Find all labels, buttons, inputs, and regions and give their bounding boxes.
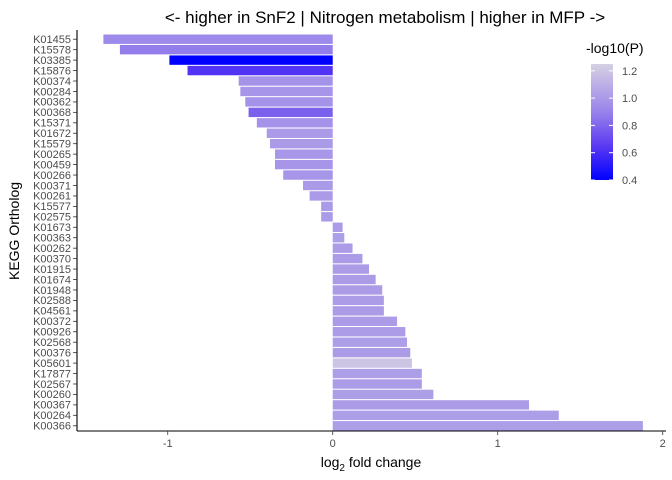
bar-K01948	[332, 285, 383, 295]
y-tick-label: K15577	[33, 201, 71, 213]
bar-K03385	[169, 55, 333, 65]
y-tick-label: K00370	[33, 253, 71, 265]
y-tick-label: K01674	[33, 274, 71, 286]
bar-K05601	[332, 358, 412, 368]
y-tick-label: K02575	[33, 212, 71, 224]
bar-K00926	[332, 327, 406, 337]
y-tick-label: K01948	[33, 285, 71, 297]
y-tick-label: K00926	[33, 327, 71, 339]
legend: -log10(P) 0.4 0.6 0.8 1.0 1.2	[586, 40, 644, 187]
legend-tick-label: 1.0	[622, 93, 637, 105]
y-tick-label: K00284	[33, 86, 71, 98]
chart-title: <- higher in SnF2 | Nitrogen metabolism …	[165, 8, 605, 27]
y-tick-label: K00368	[33, 107, 71, 119]
bar-K00371	[303, 180, 333, 191]
bar-K01672	[266, 128, 333, 138]
x-axis: -1 0 1 2	[77, 430, 666, 450]
y-tick-label: K00362	[33, 97, 71, 109]
x-tick-label: 1	[495, 438, 501, 450]
bar-K00260	[332, 389, 434, 400]
legend-colorbar	[591, 64, 613, 180]
bar-K00366	[332, 421, 643, 431]
y-tick-label: K00265	[33, 149, 71, 161]
bar-K02575	[321, 212, 333, 222]
bar-K00264	[332, 410, 559, 421]
bar-K15876	[187, 65, 333, 76]
y-tick-label: K02568	[33, 337, 71, 349]
y-tick-label: K00376	[33, 347, 71, 359]
y-tick-label: K00372	[33, 316, 71, 328]
bar-K00459	[274, 159, 333, 170]
y-tick-label: K00363	[33, 233, 71, 245]
x-axis-title: log2 fold change	[321, 454, 422, 474]
x-tick-label: 2	[660, 438, 666, 450]
bar-K00262	[332, 243, 353, 253]
y-tick-label: K17877	[33, 368, 71, 380]
y-tick-label: K02588	[33, 295, 71, 307]
bar-K15579	[270, 138, 333, 149]
legend-title: -log10(P)	[586, 40, 644, 56]
bar-K01915	[332, 264, 370, 274]
bars-group	[103, 34, 643, 431]
y-tick-labels: K01455K15578K03385K15876K00374K00284K003…	[33, 34, 77, 433]
y-tick-label: K00261	[33, 191, 71, 203]
y-tick-label: K04561	[33, 306, 71, 318]
y-tick-label: K02567	[33, 379, 71, 391]
bar-K15578	[119, 44, 333, 55]
bar-K02588	[332, 295, 384, 306]
legend-tick-label: 0.4	[622, 175, 637, 187]
bar-K01674	[332, 274, 376, 285]
bar-K01455	[103, 34, 333, 44]
bar-K00265	[274, 149, 333, 159]
y-tick-label: K03385	[33, 55, 71, 67]
bar-K15371	[256, 118, 333, 128]
y-tick-label: K00371	[33, 180, 71, 192]
bar-K00284	[240, 86, 333, 97]
bar-K00370	[332, 253, 363, 264]
bar-K00374	[238, 76, 333, 86]
legend-tick-label: 0.6	[622, 148, 637, 160]
bar-K02568	[332, 337, 407, 347]
bar-K00372	[332, 316, 398, 327]
y-tick-label: K15579	[33, 138, 71, 150]
y-tick-label: K01673	[33, 222, 71, 234]
legend-tick-label: 0.8	[622, 120, 637, 132]
y-tick-label: K15578	[33, 44, 71, 56]
bar-K00261	[309, 191, 333, 201]
x-tick-label: 0	[330, 438, 336, 450]
y-tick-label: K00459	[33, 159, 71, 171]
y-axis-title: KEGG Ortholog	[6, 182, 22, 280]
y-tick-label: K00264	[33, 410, 71, 422]
bar-K00376	[332, 347, 411, 358]
y-tick-label: K01672	[33, 128, 71, 140]
bar-K15577	[321, 201, 333, 212]
x-tick-label: -1	[163, 438, 173, 450]
bar-K04561	[332, 306, 384, 316]
y-tick-label: K00367	[33, 400, 71, 412]
bar-K00362	[245, 97, 333, 107]
y-tick-label: K00262	[33, 243, 71, 255]
legend-tick-label: 1.2	[622, 66, 637, 78]
bar-K01673	[332, 222, 343, 232]
bar-K02567	[332, 379, 422, 389]
bar-K17877	[332, 368, 422, 379]
bar-K00368	[248, 107, 333, 118]
y-tick-label: K00260	[33, 389, 71, 401]
y-tick-label: K00374	[33, 76, 71, 88]
y-tick-label: K05601	[33, 358, 71, 370]
y-tick-label: K15876	[33, 65, 71, 77]
y-tick-label: K15371	[33, 118, 71, 130]
y-tick-label: K01915	[33, 264, 71, 276]
bar-K00367	[332, 400, 530, 410]
y-tick-label: K00266	[33, 170, 71, 182]
y-tick-label: K00366	[33, 421, 71, 433]
bar-K00266	[283, 170, 333, 180]
y-tick-label: K01455	[33, 34, 71, 46]
bar-K00363	[332, 233, 345, 243]
